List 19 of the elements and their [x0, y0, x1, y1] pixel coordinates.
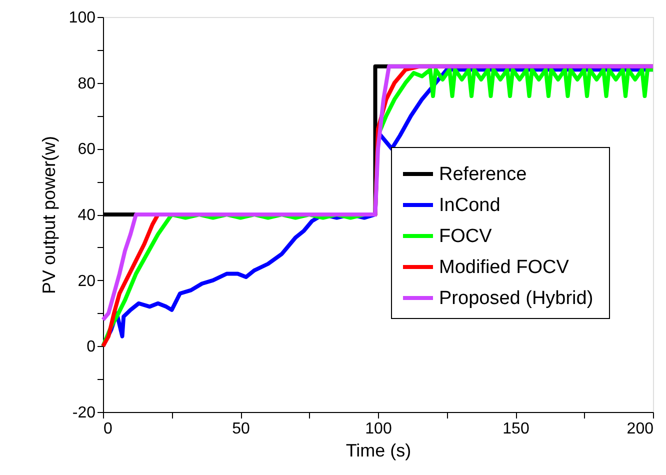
- legend-label: Modified FOCV: [439, 257, 570, 278]
- x-tick-label: 50: [232, 420, 250, 438]
- legend-label: FOCV: [439, 226, 492, 247]
- y-tick-label: -20: [72, 404, 96, 422]
- y-tick-label: 0: [86, 338, 96, 356]
- legend-label: Proposed (Hybrid): [439, 288, 594, 309]
- legend-label: Reference: [439, 164, 527, 185]
- x-tick-label: 0: [104, 420, 112, 438]
- x-tick-label: 150: [502, 420, 530, 438]
- x-axis-title: Time (s): [346, 440, 412, 460]
- legend-label: InCond: [439, 195, 500, 216]
- y-tick-label: 80: [78, 75, 96, 92]
- x-tick-label: 200: [626, 420, 654, 438]
- y-tick-label: 40: [78, 207, 96, 224]
- y-axis-title: PV output power(w): [38, 136, 59, 294]
- x-tick-label: 100: [365, 420, 392, 438]
- y-tick-label: 20: [78, 272, 96, 290]
- y-tick-label: 100: [68, 10, 96, 26]
- y-tick-label: 60: [78, 141, 96, 158]
